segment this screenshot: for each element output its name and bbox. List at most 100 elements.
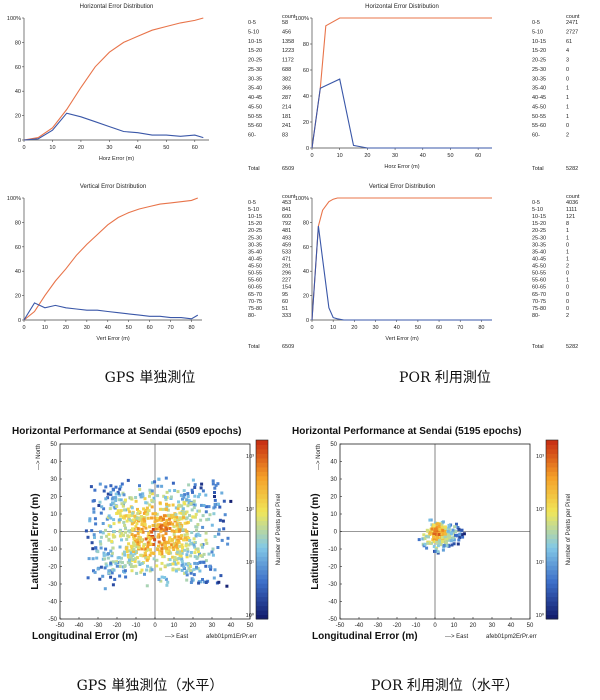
table-count: 1	[566, 86, 569, 92]
table-total-label: Total	[248, 344, 260, 350]
table-count: 1	[566, 249, 569, 255]
density-pixel	[193, 503, 197, 507]
density-pixel	[213, 495, 216, 498]
density-pixel	[153, 512, 157, 516]
density-pixel	[134, 499, 138, 503]
density-pixel	[211, 547, 215, 551]
colorbar-segment	[546, 551, 558, 557]
density-pixel	[106, 496, 110, 500]
density-pixel	[137, 535, 141, 539]
table-bin-label: 35-40	[248, 86, 262, 92]
caption-top-right: POR 利用測位	[399, 370, 491, 386]
density-pixel	[113, 506, 117, 510]
density-pixel	[109, 492, 113, 496]
x-tick-label: -20	[393, 623, 402, 629]
x-tick-label: 40	[420, 153, 426, 159]
colorbar-segment	[256, 614, 268, 620]
line-chart-3: Vertical Error Distribution 0 10 20 30 40 50 60…	[7, 184, 296, 350]
density-pixel	[417, 538, 421, 542]
density-pixel	[441, 548, 445, 552]
density-pixel	[184, 544, 188, 548]
y-tick-label: 20	[303, 120, 309, 126]
density-pixel	[185, 573, 189, 577]
colorbar-segment	[546, 444, 558, 450]
density-pixel	[185, 510, 189, 514]
density-pixel	[199, 486, 203, 490]
table-count: 453	[282, 200, 291, 206]
table-count: 0	[566, 67, 569, 73]
density-pixel	[183, 571, 187, 575]
colorbar-segment	[546, 520, 558, 526]
density-pixel	[213, 505, 217, 509]
density-pixel	[201, 525, 205, 529]
density-pixel	[186, 504, 190, 508]
density-pixel	[98, 500, 102, 504]
density-pixel	[126, 478, 130, 482]
density-pixel	[189, 501, 193, 505]
density-pixel	[151, 524, 155, 527]
density-pixel	[109, 484, 113, 488]
density-pixel	[439, 522, 443, 526]
table-bin-label: 45-50	[532, 104, 546, 110]
density-pixel	[189, 518, 193, 522]
density-pixel	[121, 552, 125, 556]
density-pixel	[194, 512, 198, 516]
y-tick-label: 80	[303, 42, 309, 48]
density-pixel	[135, 538, 139, 542]
table-count: 2727	[566, 29, 578, 35]
density-pixel	[428, 518, 432, 522]
density-pixel	[440, 536, 444, 539]
table-total: 6509	[282, 166, 294, 172]
density-pixel	[116, 490, 120, 494]
density-pixel	[172, 525, 176, 529]
density-pixel	[145, 568, 149, 572]
table-bin-label: 80-	[248, 313, 256, 319]
caption-bottom-right: POR 利用測位（水平）	[371, 678, 519, 694]
table-count: 481	[282, 228, 291, 234]
density-pixel	[222, 527, 226, 531]
density-pixel	[192, 506, 196, 510]
density-pixel	[433, 529, 437, 533]
table-count: 1223	[282, 48, 294, 54]
density-pixel	[447, 544, 451, 548]
density-pixel	[213, 498, 217, 502]
density-pixel	[218, 518, 222, 522]
colorbar-segment	[256, 547, 268, 553]
density-pixel	[457, 538, 461, 542]
density-pixel	[133, 560, 137, 563]
density-pixel	[156, 523, 160, 527]
table-header: count	[282, 194, 296, 200]
density-pixel	[171, 546, 175, 550]
density-pixel	[462, 532, 466, 536]
density-pixel	[111, 560, 115, 564]
density-pixel	[142, 507, 146, 511]
density-pixel	[162, 494, 166, 498]
density-pixel	[132, 541, 135, 545]
table-bin-label: 25-30	[532, 67, 546, 73]
density-pixel	[173, 518, 177, 522]
chart-title: Vertical Error Distribution	[80, 184, 146, 190]
density-pixel	[158, 501, 162, 505]
density-pixel	[432, 535, 436, 538]
density-pixel	[189, 565, 192, 569]
colorbar-tick-label: 10⁰	[536, 612, 545, 619]
density-pixel	[100, 505, 104, 509]
density-pixel	[110, 551, 114, 555]
table-bin-label: 5-10	[532, 29, 543, 35]
x-tick-label: 0	[22, 145, 25, 151]
density-pixel	[140, 547, 144, 551]
colorbar-segment	[256, 587, 268, 593]
density-pixel	[176, 490, 180, 494]
density-pixel	[186, 547, 190, 551]
density-pixel	[433, 540, 436, 544]
density-pixel	[452, 542, 456, 546]
table-bin-label: 15-20	[248, 221, 262, 227]
density-pixel	[125, 537, 129, 541]
density-pixel	[103, 557, 107, 561]
density-pixel	[177, 539, 181, 543]
density-pixel	[93, 570, 97, 574]
table-count: 493	[282, 235, 291, 241]
x-tick-label: 20	[351, 325, 357, 331]
density-pixel	[192, 499, 196, 503]
